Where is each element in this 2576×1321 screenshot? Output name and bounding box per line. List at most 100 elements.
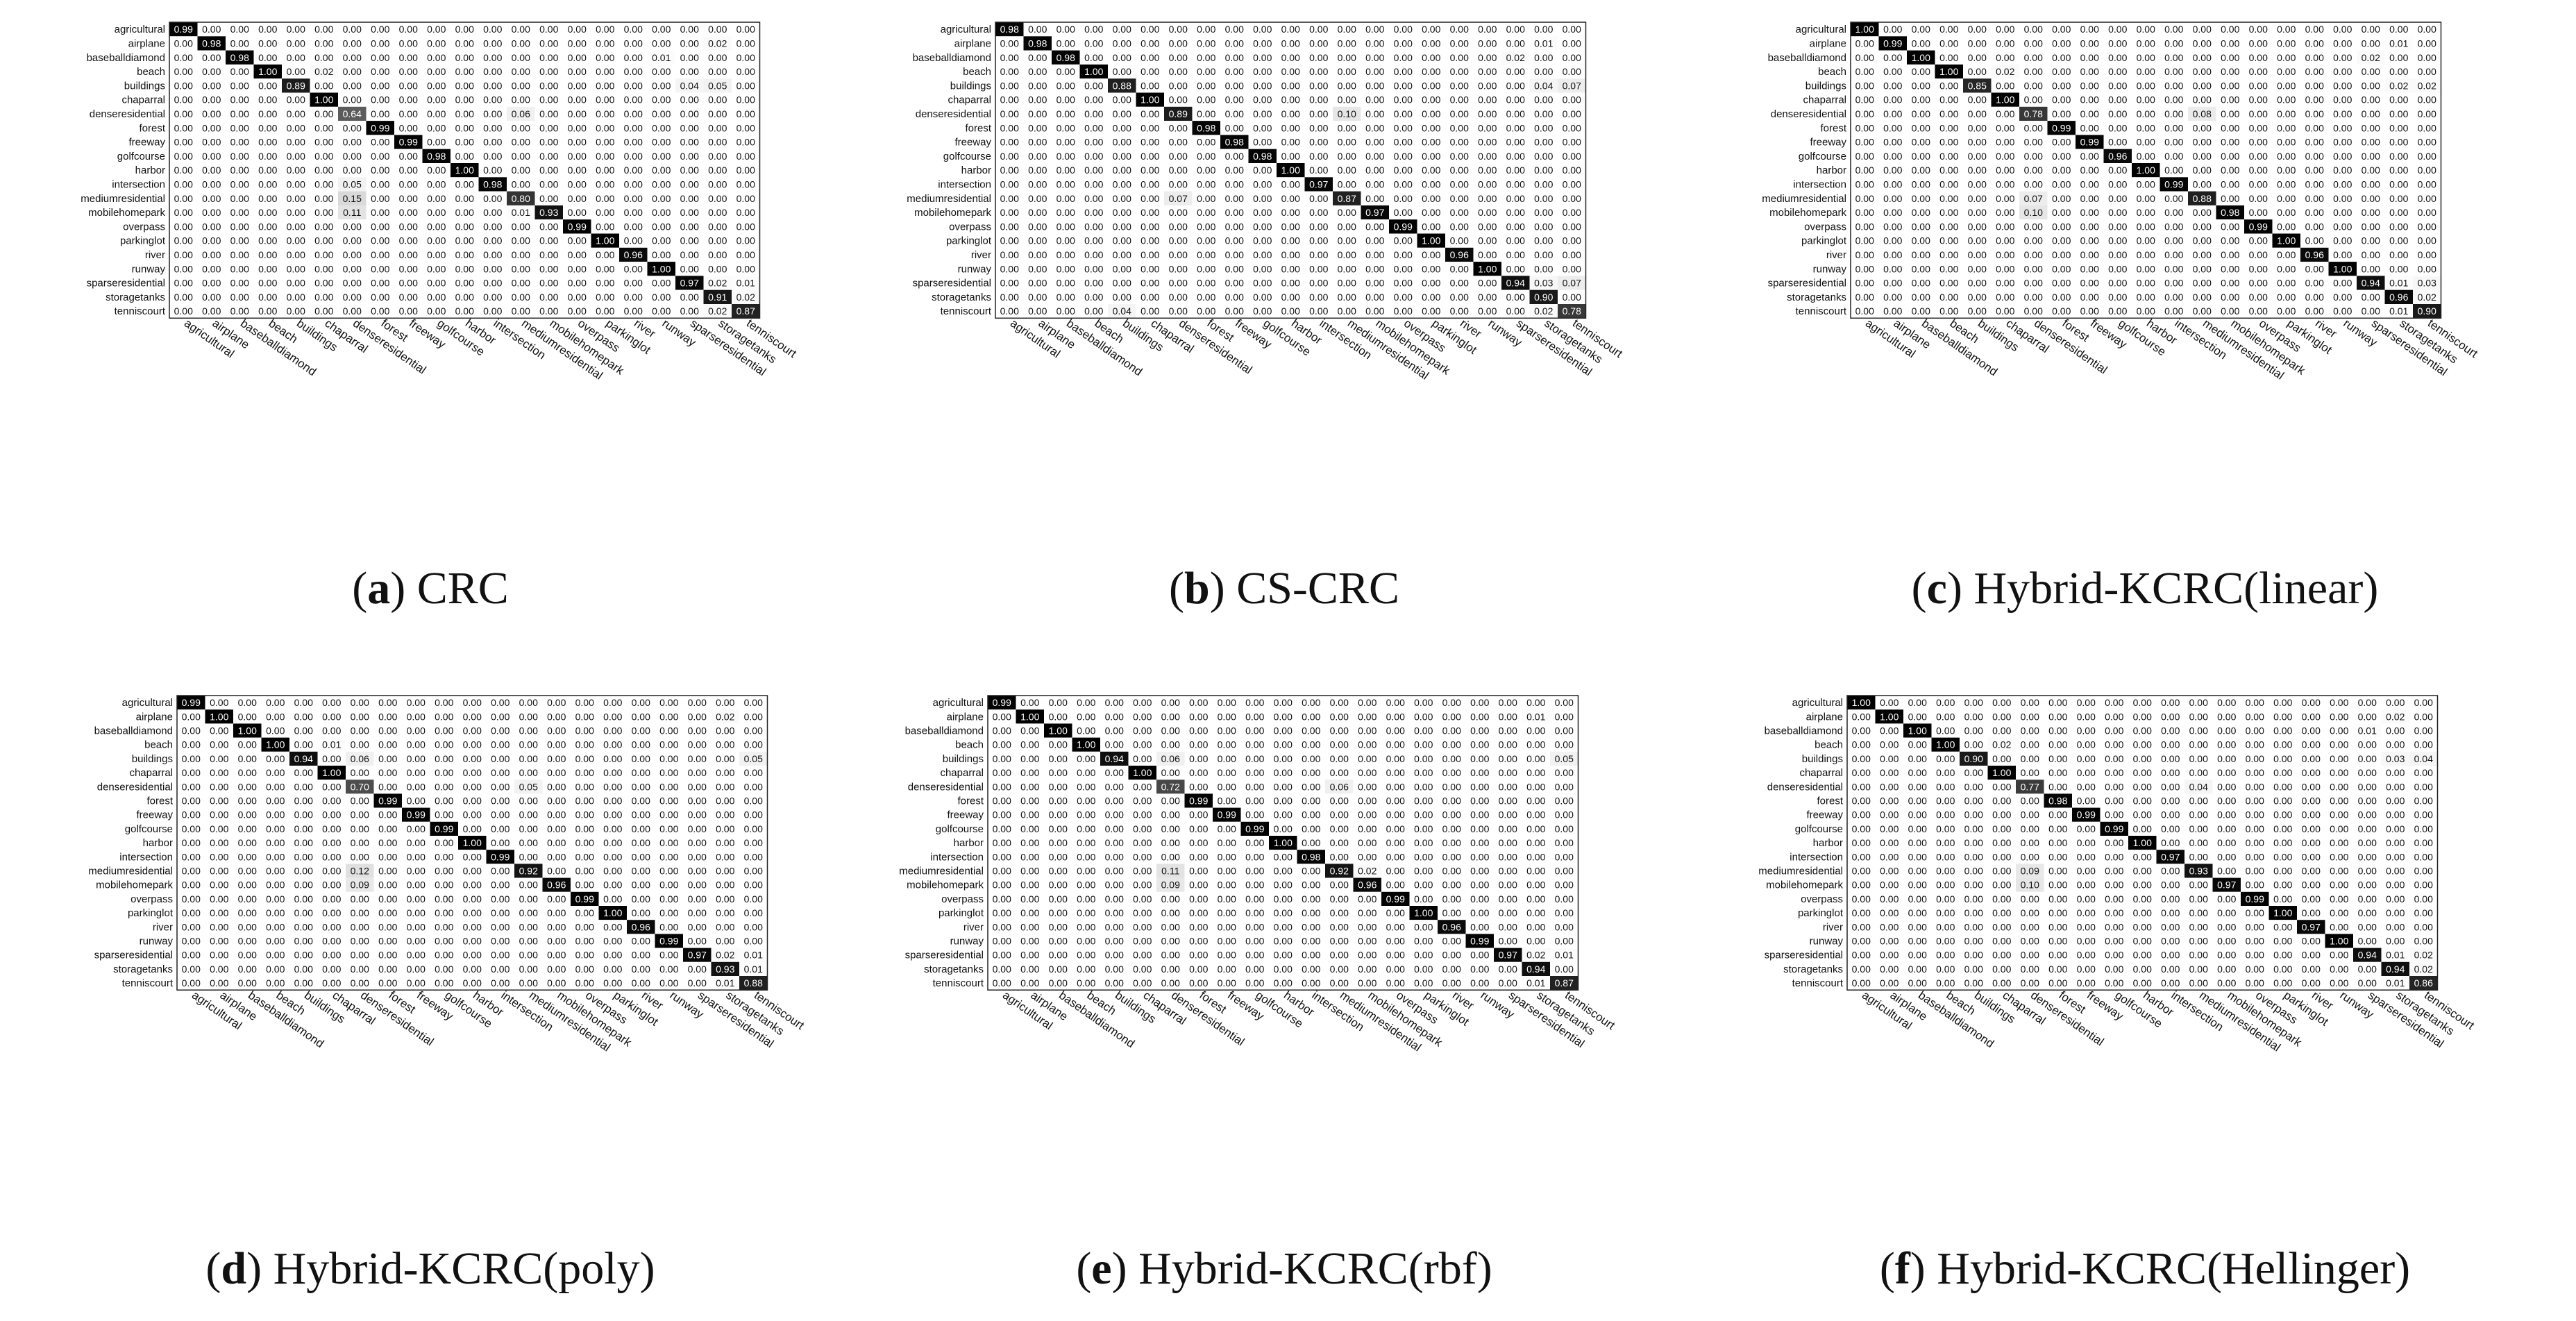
data-label: 0.01 — [2389, 305, 2408, 317]
data-label: 0.00 — [399, 122, 418, 133]
data-label: 0.00 — [1274, 796, 1293, 807]
heatmap-cell — [169, 92, 198, 107]
heatmap-cell — [338, 233, 367, 248]
data-label: 0.98 — [427, 151, 446, 162]
data-label: 0.00 — [688, 711, 707, 722]
data-label: 0.00 — [2305, 292, 2324, 303]
data-label: 0.97 — [688, 950, 707, 961]
data-label: 0.00 — [2052, 221, 2071, 232]
heatmap-cell — [197, 36, 226, 51]
data-label: 0.00 — [427, 165, 446, 176]
data-label: 0.00 — [1968, 24, 1987, 35]
data-label: 0.00 — [1245, 725, 1264, 737]
data-label: 0.00 — [708, 235, 727, 246]
data-label: 0.00 — [1302, 837, 1320, 848]
data-label: 0.00 — [2221, 249, 2239, 260]
data-label: 0.00 — [322, 880, 341, 891]
data-label: 1.00 — [463, 837, 482, 848]
data-label: 0.00 — [1133, 725, 1152, 737]
data-label: 0.00 — [1028, 207, 1047, 218]
data-label: 0.00 — [202, 66, 221, 77]
data-label: 0.00 — [182, 866, 201, 877]
data-label: 0.00 — [258, 151, 277, 162]
data-label: 1.00 — [1880, 711, 1899, 722]
data-label: 0.00 — [1555, 837, 1574, 848]
data-label: 0.00 — [1225, 235, 1244, 246]
data-label: 0.00 — [652, 24, 671, 35]
data-label: 0.00 — [1169, 66, 1188, 77]
data-label: 0.00 — [2333, 122, 2352, 133]
heatmap-cell — [253, 233, 282, 248]
data-label: 0.00 — [1113, 263, 1131, 274]
heatmap-cell — [563, 191, 591, 205]
data-label: 0.00 — [1499, 796, 1517, 807]
row-tick-label: river — [153, 921, 173, 933]
data-label: 0.00 — [1197, 305, 1215, 317]
heatmap-cell — [478, 22, 507, 37]
data-label: 0.00 — [568, 305, 587, 317]
data-label: 0.00 — [2137, 235, 2155, 246]
data-label: 0.00 — [210, 739, 228, 750]
data-label: 0.00 — [314, 122, 333, 133]
data-label: 0.00 — [491, 837, 510, 848]
data-label: 0.00 — [2362, 122, 2380, 133]
data-label: 0.01 — [744, 964, 763, 975]
heatmap-cell — [619, 36, 648, 51]
data-label: 0.00 — [1281, 137, 1300, 148]
heatmap-cell — [169, 64, 198, 79]
data-label: 0.00 — [174, 80, 193, 91]
heatmap-cell — [478, 247, 507, 262]
data-label: 0.00 — [1330, 880, 1349, 891]
data-label: 0.00 — [2277, 122, 2296, 133]
data-label: 0.00 — [2164, 151, 2183, 162]
data-label: 0.00 — [210, 725, 228, 737]
data-label: 0.00 — [2193, 249, 2212, 260]
data-label: 0.00 — [1281, 108, 1300, 119]
data-label: 0.00 — [266, 880, 285, 891]
data-label: 0.00 — [2105, 739, 2123, 750]
data-label: 0.00 — [1499, 767, 1517, 778]
data-label: 0.00 — [1968, 122, 1987, 133]
row-tick-label: chaparral — [940, 767, 984, 779]
data-label: 0.00 — [2189, 809, 2208, 821]
data-label: 0.78 — [1563, 305, 1581, 317]
data-label: 0.00 — [2108, 165, 2127, 176]
data-label: 0.00 — [2221, 178, 2239, 190]
data-label: 0.00 — [491, 781, 510, 792]
data-label: 0.00 — [1365, 80, 1384, 91]
data-label: 0.00 — [2277, 193, 2296, 204]
data-label: 0.00 — [1394, 193, 1413, 204]
data-label: 0.00 — [2193, 151, 2212, 162]
data-label: 0.00 — [1113, 66, 1131, 77]
heatmap-cell — [282, 233, 310, 248]
data-label: 0.00 — [1084, 263, 1103, 274]
heatmap-cell — [647, 36, 675, 51]
data-label: 0.00 — [1506, 178, 1525, 190]
data-label: 0.00 — [1386, 796, 1405, 807]
data-label: 0.00 — [1049, 739, 1068, 750]
data-label: 0.00 — [2048, 697, 2067, 708]
data-label: 0.00 — [1028, 292, 1047, 303]
data-label: 0.00 — [1855, 207, 1874, 218]
data-label: 0.00 — [547, 907, 566, 918]
data-label: 0.00 — [744, 739, 763, 750]
data-label: 0.00 — [1394, 108, 1413, 119]
heatmap-cell — [534, 219, 563, 234]
data-label: 0.00 — [202, 292, 221, 303]
data-label: 0.00 — [2333, 292, 2352, 303]
heatmap-cell — [394, 92, 423, 107]
data-label: 0.00 — [744, 809, 763, 821]
data-label: 0.00 — [1077, 866, 1095, 877]
data-label: 0.09 — [1161, 880, 1180, 891]
data-label: 1.00 — [2137, 165, 2155, 176]
heatmap-cell — [338, 247, 367, 262]
heatmap-cell — [732, 36, 760, 51]
data-label: 0.00 — [652, 151, 671, 162]
data-label: 0.00 — [1996, 80, 2014, 91]
data-label: 0.00 — [1245, 809, 1264, 821]
data-label: 0.00 — [1563, 178, 1581, 190]
heatmap-cell — [451, 135, 479, 149]
data-label: 0.00 — [1442, 711, 1461, 722]
data-label: 0.87 — [1338, 193, 1356, 204]
heatmap-cell — [507, 106, 535, 121]
